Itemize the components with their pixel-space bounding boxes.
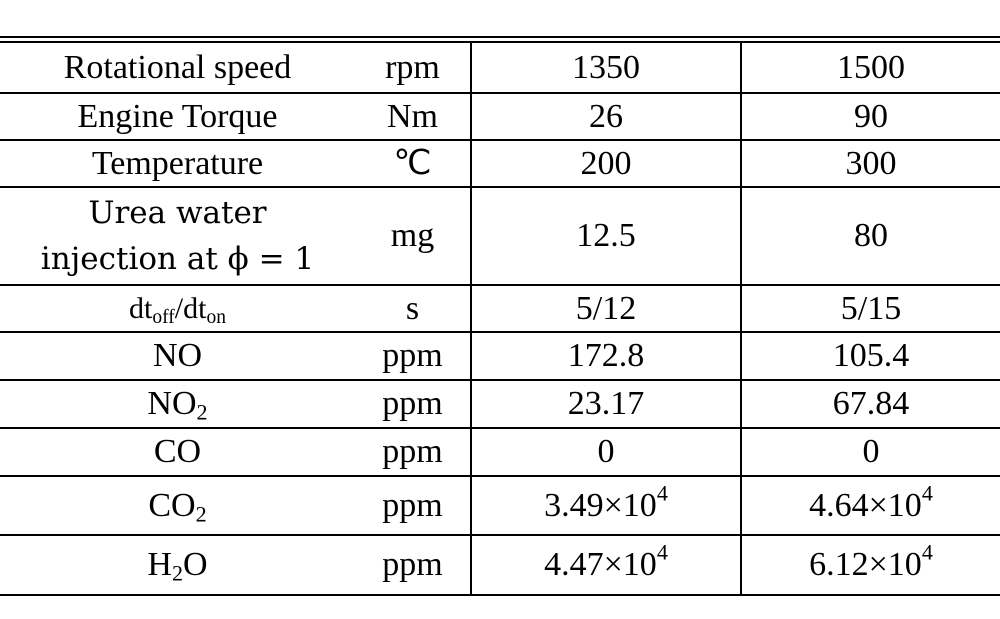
cell-line: injection at ϕ = 1 [41,236,314,282]
table-cell: rpm [385,49,440,86]
table-cell: 23.17 [567,385,645,422]
top-rule [0,36,1000,38]
table-cell: 26 [589,97,623,135]
table-cell: H2O [0,535,355,595]
table-cell: Engine Torque [77,97,278,135]
table-cell: 200 [580,144,632,182]
superscript: 4 [656,480,668,506]
cell-line: dtoff/dton [129,286,226,332]
table-cell: 5/12 [575,289,637,327]
table-cell: dtoff/dton [0,285,355,332]
cell-line: H2O [147,542,207,588]
table-cell: Urea water injection at ϕ = 1 [0,187,355,285]
row-rule [0,284,1000,286]
table-cell: CO2 [0,476,355,535]
cell-line: 3.49×104 [544,480,668,529]
table-cell: ppm [382,337,443,374]
row-rule [0,594,1000,596]
row-rule [0,92,1000,94]
table-cell: 1350 [572,49,640,86]
table-cell: 6.12×104 [742,535,1000,595]
table-cell: 172.8 [567,337,645,374]
table-cell: Temperature [91,144,264,182]
superscript: 4 [921,539,933,565]
table-cell: Rotational speed [63,49,292,86]
subscript: 2 [195,501,207,527]
table-cell: 300 [845,144,897,182]
subscript: 2 [171,560,184,586]
subscript: off [152,306,175,328]
cell-line: 4.47×104 [544,539,668,588]
table-cell: ppm [382,385,443,422]
text-run: 4.47×10 [544,546,657,583]
table-cell: 5/15 [840,289,902,327]
row-rule [0,331,1000,333]
cell-line: 6.12×104 [809,539,933,588]
row-rule [0,186,1000,188]
table-cell: Nm [387,97,438,135]
cell-line: Urea water [88,190,266,236]
cell-line: 4.64×104 [809,480,933,529]
row-rule [0,475,1000,477]
top-rule [0,41,1000,43]
table-cell: s [405,289,420,327]
table-cell: 105.4 [832,337,910,374]
table-cell: 1500 [837,49,905,86]
text-run: NO [147,385,197,422]
cell-line: CO2 [148,483,206,529]
column-rule [470,43,472,595]
superscript: 4 [656,539,668,565]
text-run: Urea water [88,195,267,231]
table-cell: mg [390,217,435,254]
table-cell: 4.64×104 [742,476,1000,535]
text-run: injection at ϕ = 1 [40,241,315,277]
text-run: CO [148,486,196,524]
table-cell: 67.84 [832,385,910,422]
table-cell: 3.49×104 [470,476,742,535]
table-cell: ppm [382,546,443,583]
table-cell: 90 [854,97,888,135]
text-run: dt [129,291,153,325]
cell-line: NO2 [147,381,207,427]
table-cell: ppm [382,486,443,524]
table-cell: 12.5 [576,217,636,254]
row-rule [0,379,1000,381]
text-run: H [147,546,172,583]
subscript: on [206,306,226,328]
table-cell: 0 [862,433,880,470]
text-run: 6.12×10 [809,546,922,583]
text-run: O [183,546,208,583]
table-cell: 80 [854,217,888,254]
table-cell: 4.47×104 [470,535,742,595]
table-cell: ppm [382,433,443,470]
subscript: 2 [196,399,208,425]
row-rule [0,427,1000,429]
table-cell: 0 [597,433,615,470]
table-cell: CO [153,433,202,470]
superscript: 4 [921,480,933,506]
text-run: /dt [174,291,207,325]
row-rule [0,139,1000,141]
table-cell: NO2 [0,380,355,428]
text-run: 3.49×10 [544,486,657,524]
text-run: 4.64×10 [809,486,922,524]
column-rule [740,43,742,595]
table-cell: ℃ [393,144,432,182]
row-rule [0,534,1000,536]
table-cell: NO [152,337,203,374]
